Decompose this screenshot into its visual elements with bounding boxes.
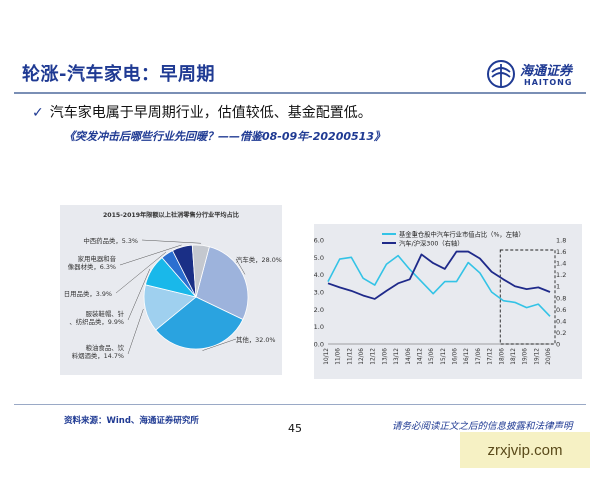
x-tick-label: 17/12 — [488, 348, 494, 365]
reference-subline: 《突发冲击后哪些行业先回暖？——借鉴08-09年-20200513》 — [64, 130, 385, 143]
x-tick-label: 15/12 — [441, 348, 447, 365]
x-tick-label: 17/06 — [476, 348, 482, 365]
pie-leader-line — [202, 338, 237, 351]
y-left-tick-label: 3.0 — [314, 289, 324, 297]
y-right-tick-label: 0.6 — [556, 306, 566, 314]
haitong-logo-icon — [487, 60, 515, 88]
x-tick-label: 20/06 — [546, 348, 552, 365]
y-right-tick-label: 1.8 — [556, 237, 566, 245]
pie-slice — [195, 246, 249, 320]
x-tick-label: 13/12 — [394, 348, 400, 365]
x-tick-label: 14/12 — [417, 348, 423, 365]
pie-chart: 汽车类，28.0% 其他，32.0% 粮油食品、饮料烟酒类，14.7% 服装鞋帽、针、… — [64, 236, 282, 360]
pie-slice-label: 家用电器和音像器材类，6.3% — [68, 254, 117, 271]
pie-leader-line — [141, 239, 202, 244]
y-left-tick-label: 6.0 — [314, 237, 324, 245]
legend-label: 汽车/沪深300（右轴） — [399, 238, 464, 247]
x-tick-label: 15/06 — [429, 348, 435, 365]
pie-slice-label: 日用品类，3.9% — [64, 289, 112, 298]
highlight-box — [499, 249, 556, 345]
pie-slice-label: 其他，32.0% — [236, 335, 275, 344]
pie-chart-title: 2015-2019年限额以上社消零售分行业平均占比 — [102, 212, 239, 219]
x-tick-label: 18/12 — [511, 348, 517, 365]
y-right-tick-label: 1 — [556, 283, 560, 291]
check-icon: ✓ — [32, 105, 44, 121]
page-number: 45 — [288, 422, 302, 435]
x-tick-label: 18/06 — [499, 348, 505, 365]
pie-leader-line — [119, 244, 182, 266]
y-right-tick-label: 1.6 — [556, 248, 566, 256]
pie-slice-label: 汽车类，28.0% — [236, 255, 282, 264]
pie-leader-line — [235, 258, 246, 275]
y-right-tick-label: 0.2 — [556, 329, 566, 337]
y-left-tick-label: 1.0 — [314, 323, 324, 331]
series-line — [327, 250, 551, 300]
y-right-tick-label: 0 — [556, 341, 560, 349]
x-tick-label: 10/12 — [324, 348, 330, 365]
y-right-tick-label: 1.2 — [556, 271, 566, 279]
pie-leader-line — [127, 308, 144, 355]
main-bullet-text: 汽车家电属于早周期行业，估值较低、基金配置低。 — [49, 105, 372, 121]
logo-name: 海通证券 — [520, 64, 573, 79]
y-right-tick-label: 1.4 — [556, 260, 566, 268]
pie-slice-label: 中西药品类，5.3% — [83, 236, 138, 245]
x-tick-label: 11/12 — [347, 348, 353, 365]
main-bullet: ✓ 汽车家电属于早周期行业，估值较低、基金配置低。 — [32, 102, 372, 122]
x-tick-label: 13/06 — [382, 348, 388, 365]
y-left-tick-label: 0.0 — [314, 341, 324, 349]
series-line — [327, 254, 551, 317]
pie-slice-label: 粮油食品、饮料烟酒类，14.7% — [72, 343, 125, 360]
x-tick-label: 19/12 — [534, 348, 540, 365]
x-tick-label: 12/12 — [371, 348, 377, 365]
x-tick-label: 11/06 — [336, 348, 342, 365]
x-tick-label: 19/06 — [523, 348, 529, 365]
y-left-tick-label: 2.0 — [314, 306, 324, 314]
x-tick-label: 16/06 — [453, 348, 459, 365]
y-right-tick-label: 0.4 — [556, 317, 566, 325]
y-left-tick-label: 4.0 — [314, 271, 324, 279]
pie-leader-line — [115, 251, 167, 294]
y-right-tick-label: 0.8 — [556, 294, 566, 302]
y-left-tick-label: 5.0 — [314, 254, 324, 262]
legend-label: 基金重仓股中汽车行业市值占比（%，左轴） — [399, 229, 525, 238]
slide-title: 轮涨-汽车家电：早周期 — [22, 64, 215, 85]
x-tick-label: 16/12 — [464, 348, 470, 365]
x-tick-label: 14/06 — [406, 348, 412, 365]
footer-divider — [14, 404, 586, 405]
footer-disclaimer: 请务必阅读正文之后的信息披露和法律声明 — [392, 421, 573, 432]
logo-english: HAITONG — [524, 78, 573, 87]
pie-slice-label: 服装鞋帽、针、纺织品类，9.9% — [69, 309, 124, 326]
footer-source: 资料来源：Wind、海通证券研究所 — [64, 416, 199, 426]
x-tick-label: 12/06 — [359, 348, 365, 365]
line-chart: 0.0 1.0 2.0 3.0 4.0 5.0 6.0 0 0.2 0.4 0.6 0.8 1 1.2 1.… — [314, 229, 567, 365]
pie-slice — [191, 244, 210, 298]
pie-leader-line — [127, 268, 151, 321]
watermark: zrxjvip.com — [460, 432, 590, 468]
header-divider — [14, 92, 586, 94]
pie-slice — [155, 296, 244, 350]
